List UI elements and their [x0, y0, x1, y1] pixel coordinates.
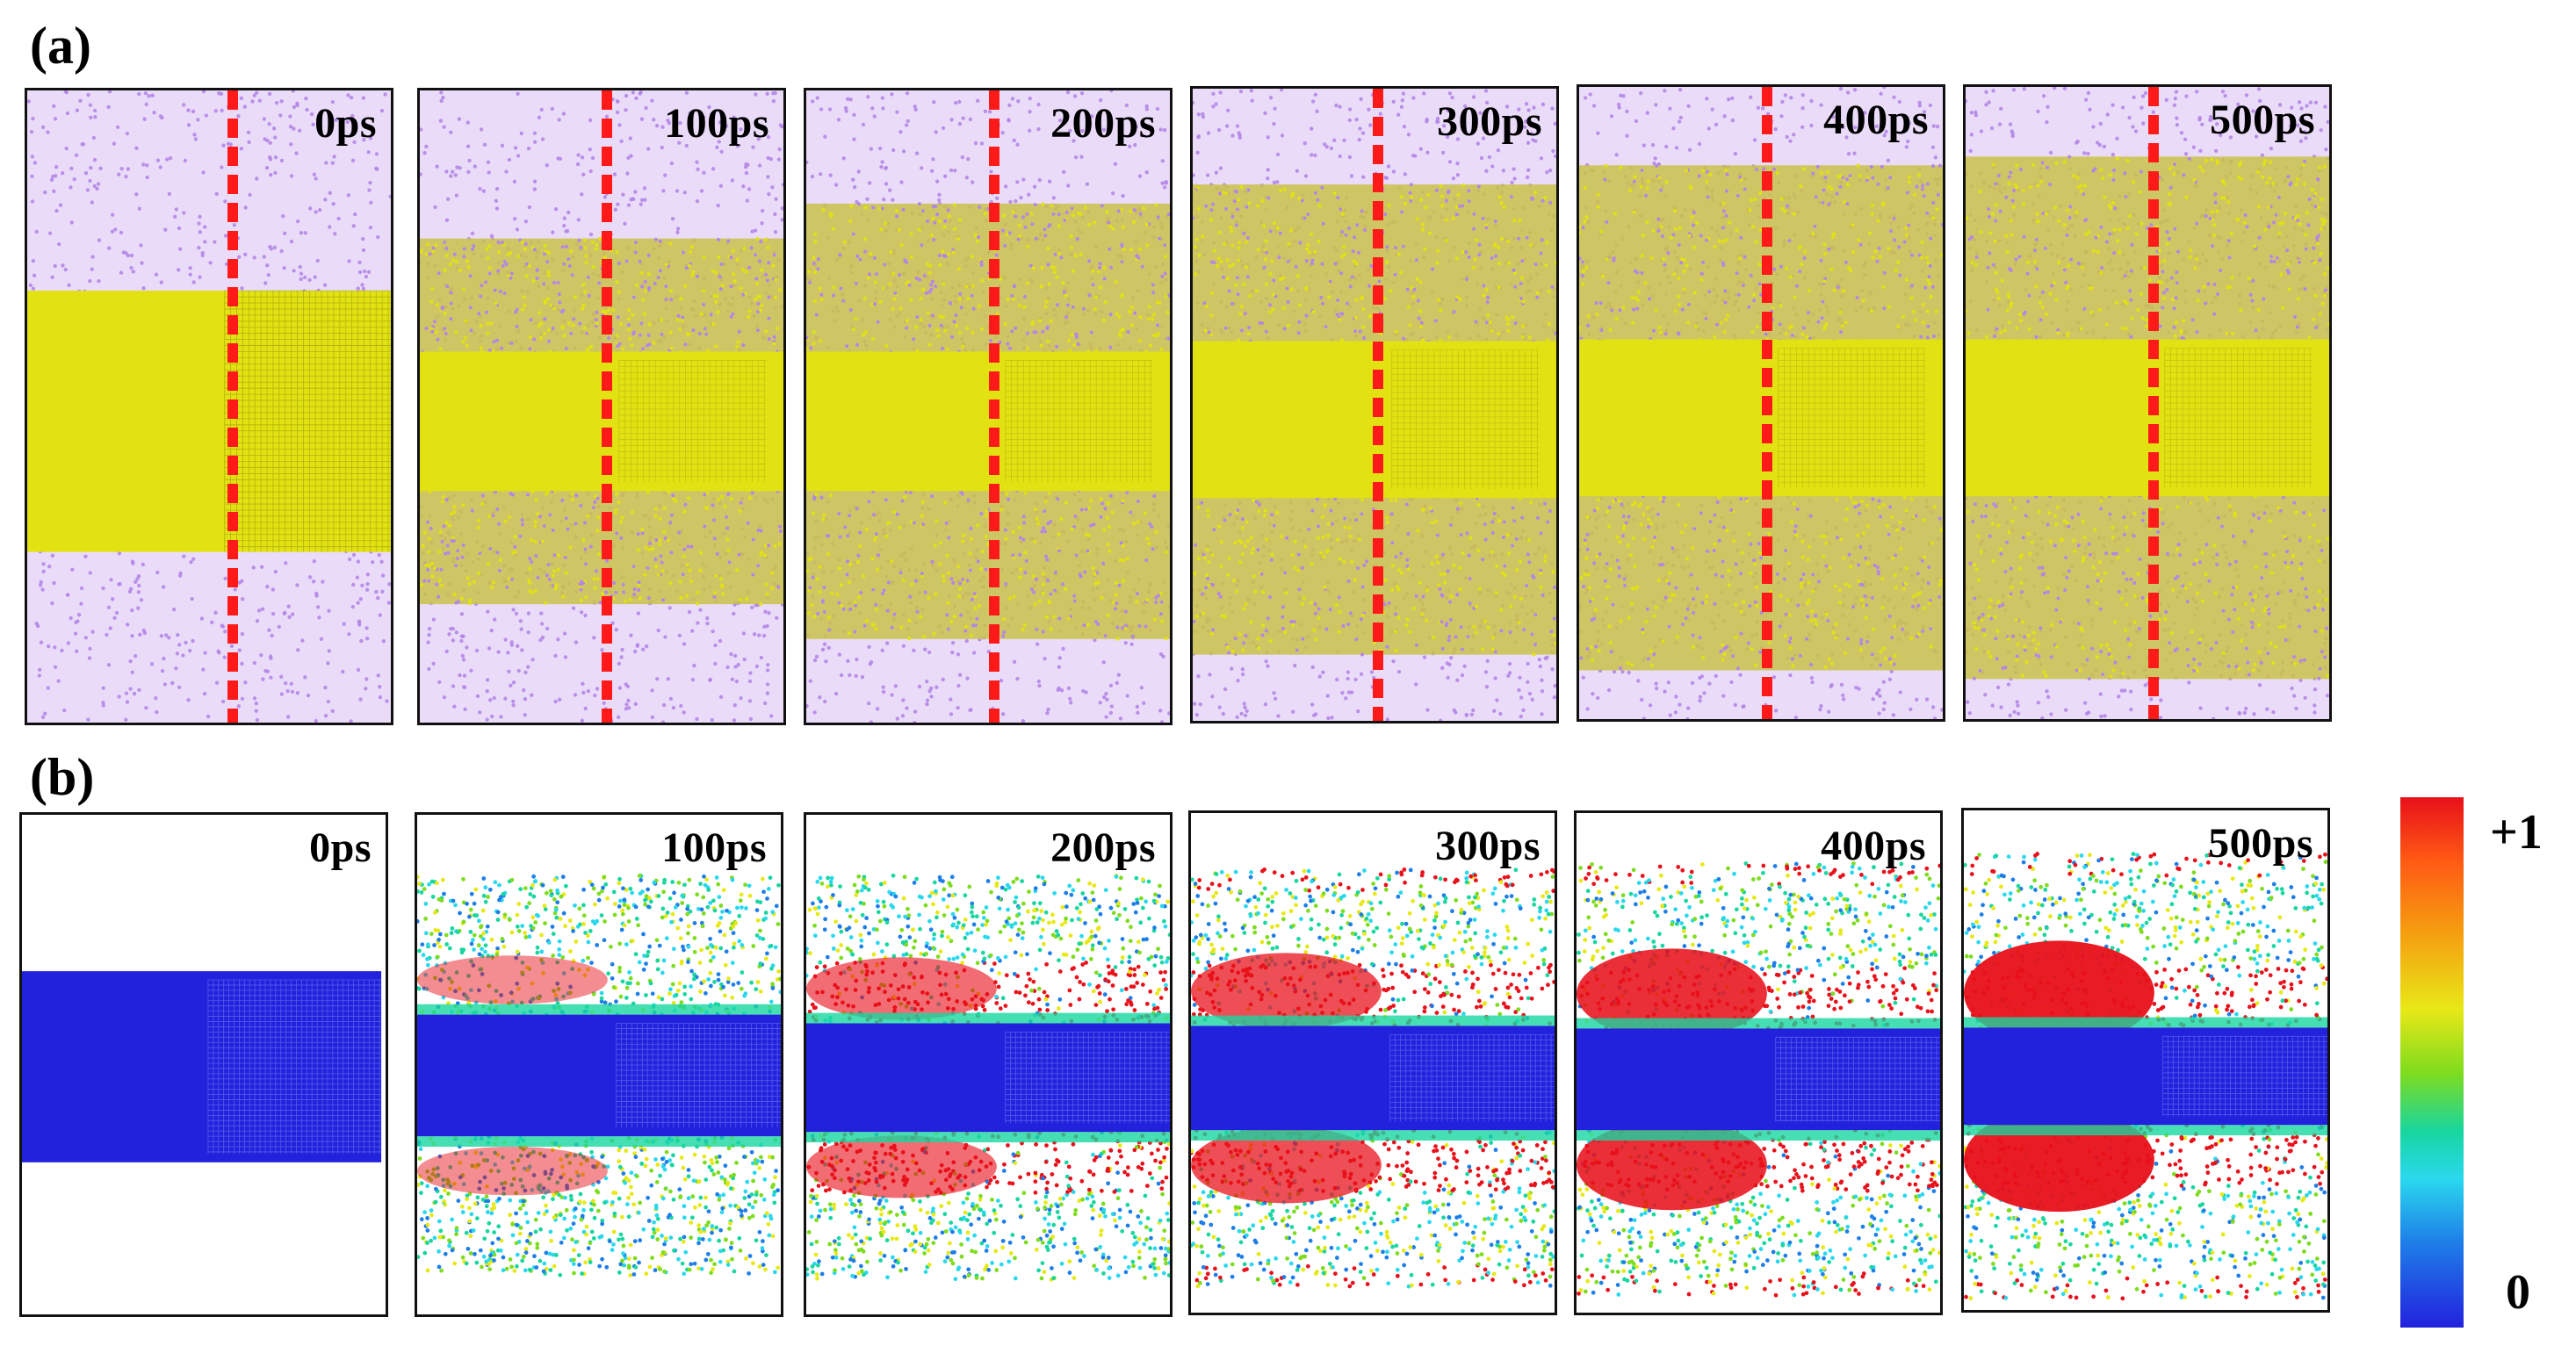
snapshot-b-500ps	[1964, 810, 2327, 1310]
snapshot-a-400ps	[1579, 87, 1943, 719]
panel-a-label: (a)	[30, 17, 91, 75]
snapshot-b-100ps	[417, 815, 781, 1314]
snapshot-b-400ps	[1577, 813, 1940, 1313]
frame-b-400ps: 400ps	[1574, 810, 1943, 1315]
frame-b-200ps: 200ps	[804, 812, 1173, 1317]
colorbar-min-label: 0	[2506, 1265, 2530, 1320]
time-label: 200ps	[1050, 824, 1156, 871]
time-label: 200ps	[1050, 100, 1156, 147]
time-label: 300ps	[1435, 823, 1541, 869]
time-label: 0ps	[309, 824, 372, 871]
snapshot-a-500ps	[1966, 87, 2329, 719]
time-label: 500ps	[2208, 820, 2313, 867]
interface-dashed-line	[602, 90, 612, 723]
time-label: 400ps	[1823, 97, 1929, 143]
frame-a-400ps: 400ps	[1577, 84, 1945, 722]
interface-dashed-line	[1373, 89, 1383, 721]
frame-a-500ps: 500ps	[1963, 84, 2332, 722]
colorbar-max-label: +1	[2490, 805, 2543, 860]
time-label: 300ps	[1437, 98, 1542, 145]
frame-a-300ps: 300ps	[1190, 86, 1559, 723]
frame-a-100ps: 100ps	[417, 88, 786, 725]
frame-b-500ps: 500ps	[1961, 808, 2330, 1313]
time-label: 400ps	[1821, 823, 1926, 869]
time-label: 100ps	[661, 824, 767, 871]
snapshot-a-0ps	[27, 90, 391, 723]
interface-dashed-line	[227, 90, 238, 723]
interface-dashed-line	[989, 90, 999, 723]
interface-dashed-line	[2148, 87, 2159, 719]
panel-b-label: (b)	[30, 748, 95, 806]
time-label: 0ps	[314, 100, 377, 147]
frame-b-300ps: 300ps	[1188, 810, 1557, 1315]
snapshot-a-200ps	[806, 90, 1170, 723]
interface-dashed-line	[1762, 87, 1772, 719]
time-label: 100ps	[664, 100, 769, 147]
snapshot-b-300ps	[1191, 813, 1555, 1313]
frame-b-100ps: 100ps	[415, 812, 783, 1317]
snapshot-b-200ps	[806, 815, 1170, 1314]
frame-a-0ps: 0ps	[25, 88, 393, 725]
time-label: 500ps	[2210, 97, 2315, 143]
frame-a-200ps: 200ps	[804, 88, 1173, 725]
frame-b-0ps: 0ps	[19, 812, 388, 1317]
colorbar	[2400, 797, 2464, 1328]
snapshot-b-0ps	[22, 815, 386, 1314]
